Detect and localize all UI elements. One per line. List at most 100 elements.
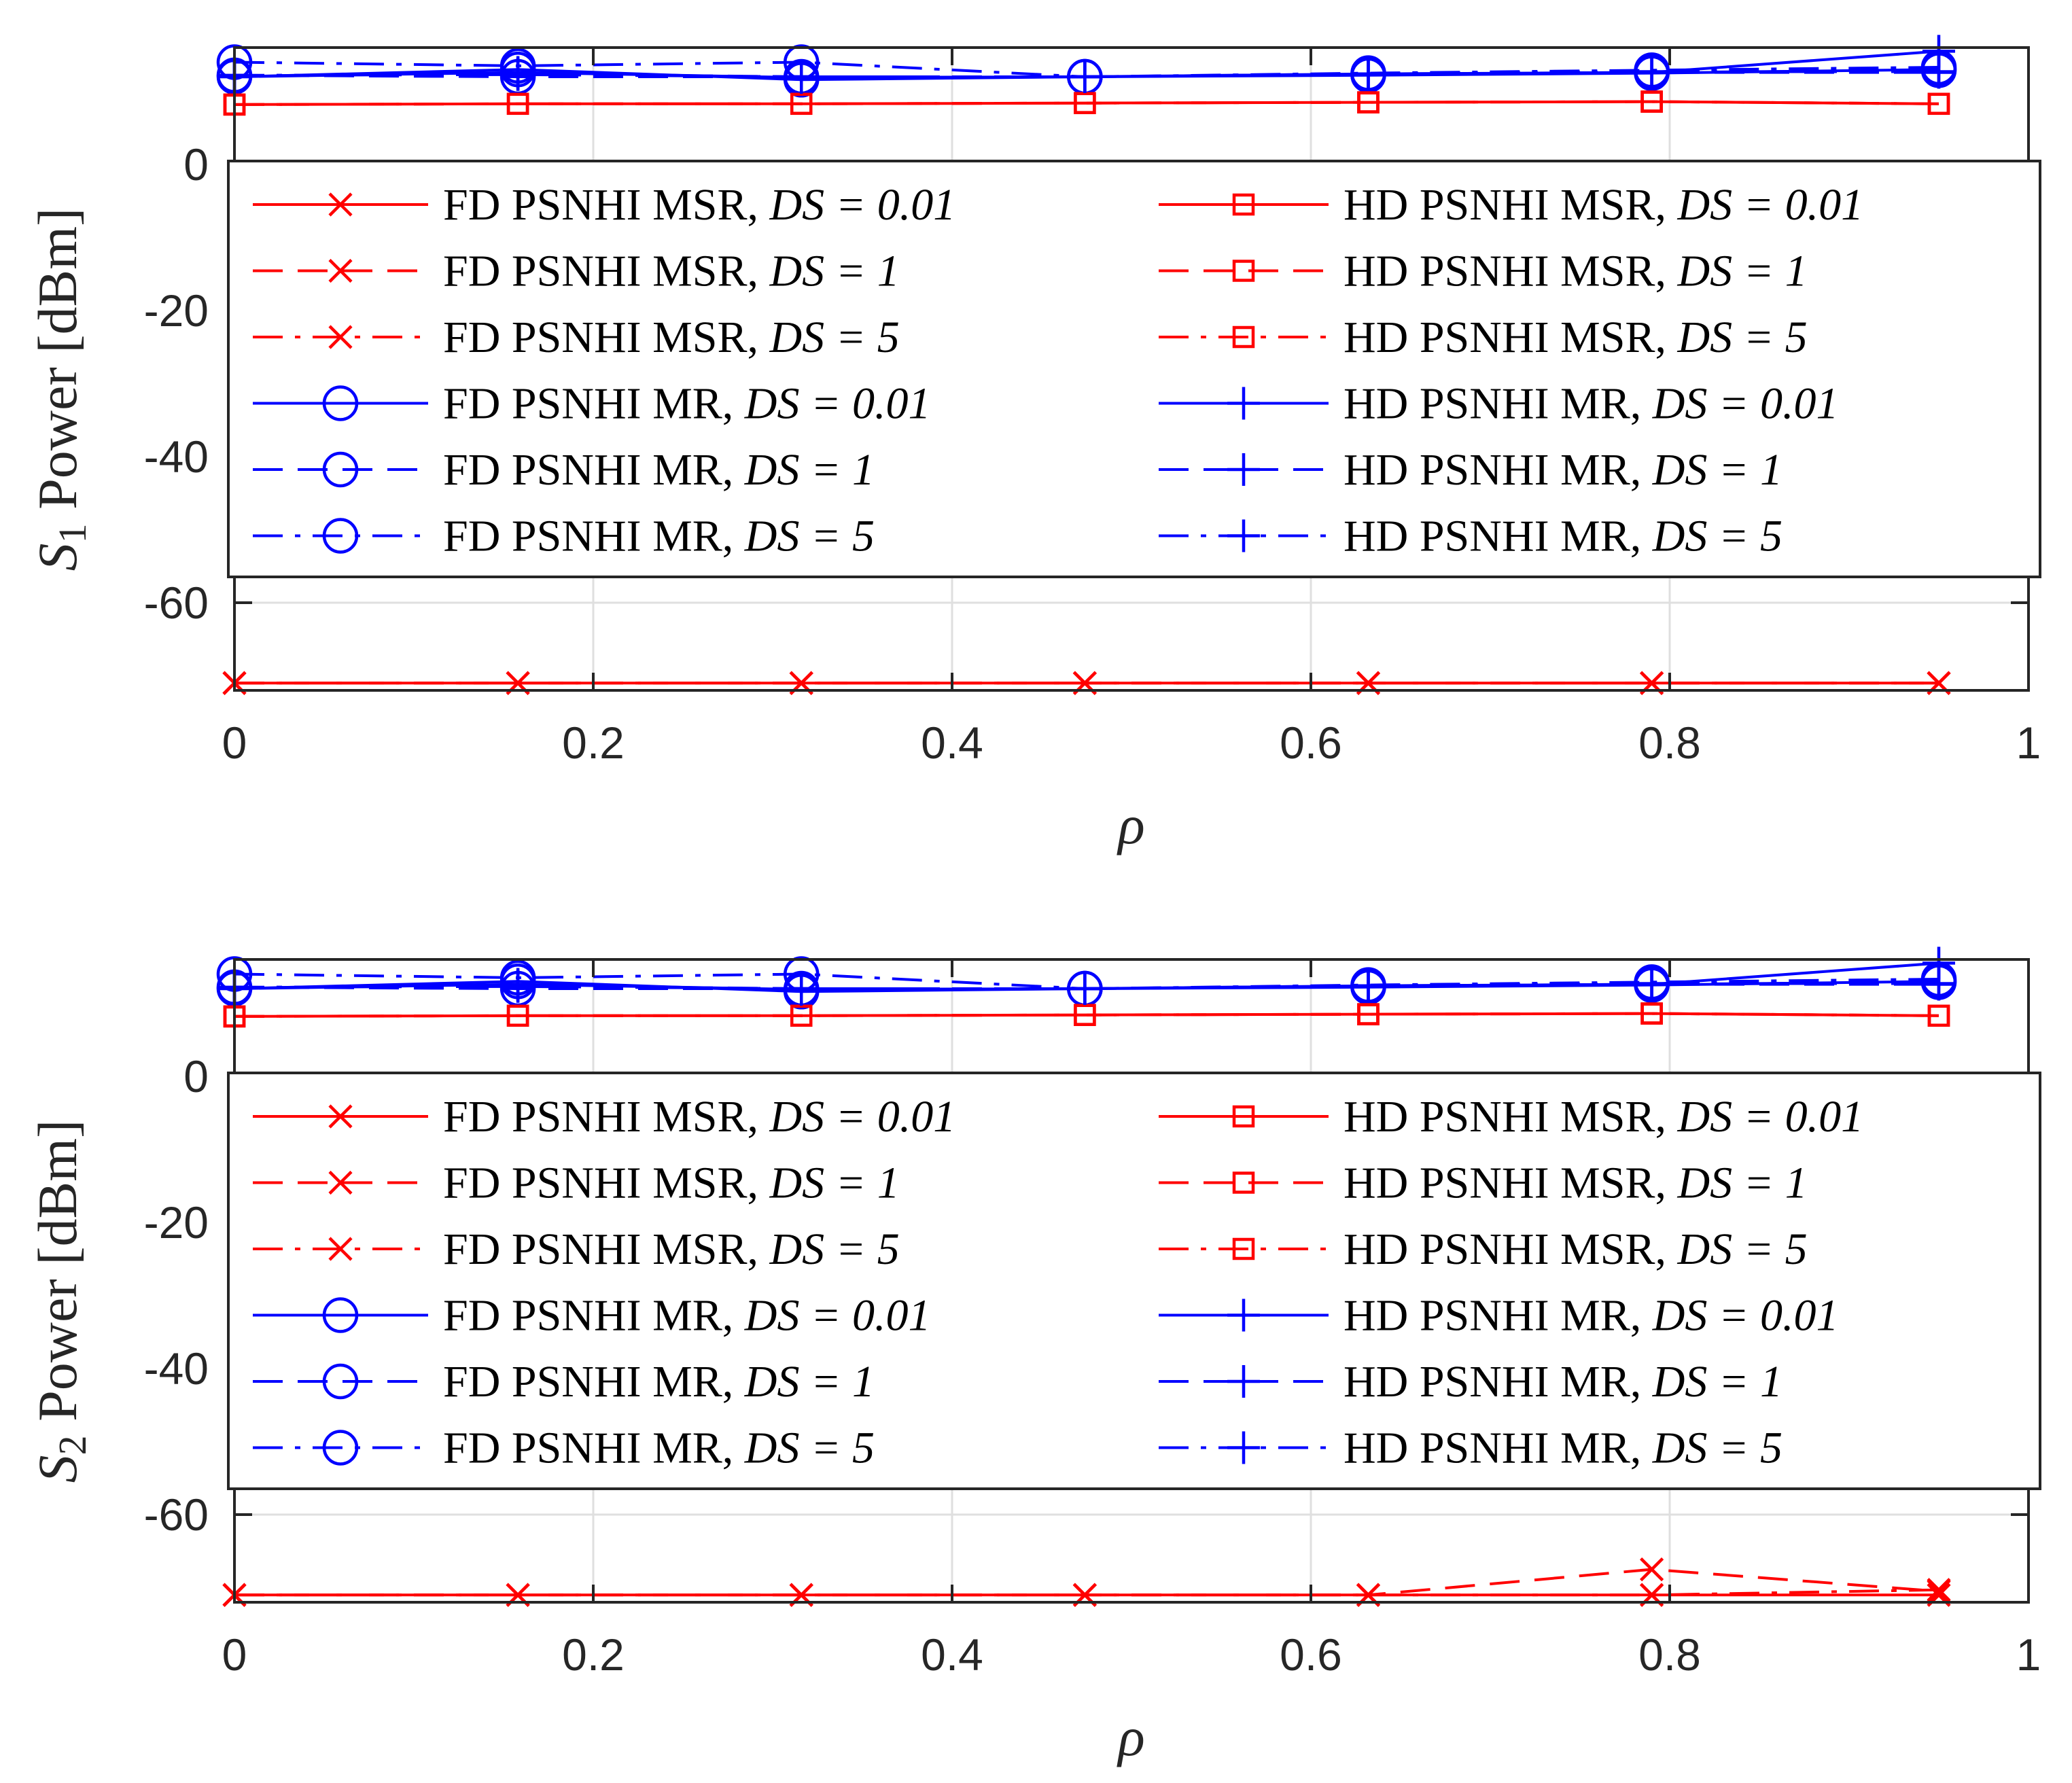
legend: FD PSNHI MSR, DS = 0.01 FD PSNHI MSR, DS … <box>227 1072 2041 1490</box>
legend-label-name: HD PSNHI MSR, <box>1344 247 1677 296</box>
legend-marker <box>1232 1237 1255 1260</box>
legend-label-ds: DS = 0.01 <box>769 180 956 230</box>
legend-label-name: HD PSNHI MR, <box>1344 1291 1653 1341</box>
x-axis-label: ρ <box>1116 1706 1144 1767</box>
legend-marker <box>1227 1431 1260 1464</box>
data-point <box>502 58 535 91</box>
legend-label: HD PSNHI MSR, DS = 5 <box>1344 1224 1808 1274</box>
legend-entry: HD PSNHI MSR, DS = 5 <box>1159 313 1808 362</box>
y-axis-label-subscript: 1 <box>50 523 94 543</box>
legend-marker <box>1232 193 1255 216</box>
data-point <box>1352 969 1385 1002</box>
legend-entry: HD PSNHI MR, DS = 0.01 <box>1159 1291 1838 1341</box>
legend-label: FD PSNHI MSR, DS = 1 <box>443 247 900 296</box>
legend-label-ds: DS = 1 <box>1676 1159 1807 1208</box>
legend-entry: FD PSNHI MR, DS = 1 <box>253 1357 875 1407</box>
legend-label: HD PSNHI MSR, DS = 5 <box>1344 313 1808 362</box>
y-tick-label: 0 <box>183 1051 209 1101</box>
x-tick-label: 0.4 <box>921 718 983 768</box>
y-axis-label-symbol: S <box>27 1455 88 1483</box>
data-point <box>502 970 535 1003</box>
x-tick-label: 0.4 <box>921 1629 983 1680</box>
legend-label: FD PSNHI MSR, DS = 5 <box>443 1224 900 1274</box>
x-tick-label: 0.8 <box>1638 718 1701 768</box>
data-point <box>1074 1004 1096 1026</box>
legend-entry: HD PSNHI MSR, DS = 5 <box>1159 1224 1808 1274</box>
legend-label: FD PSNHI MR, DS = 1 <box>443 1357 875 1407</box>
legend-label-ds: DS = 0.01 <box>1676 180 1863 230</box>
legend-label-name: FD PSNHI MR, <box>443 1291 745 1341</box>
data-point <box>1068 60 1102 93</box>
legend-label-ds: DS = 0.01 <box>1652 379 1839 429</box>
data-point <box>1635 967 1668 1000</box>
data-point <box>785 60 818 93</box>
legend-label: HD PSNHI MSR, DS = 0.01 <box>1344 180 1863 230</box>
legend-label: HD PSNHI MR, DS = 1 <box>1344 445 1783 495</box>
x-tick-label: 0.6 <box>1280 1629 1342 1680</box>
legend-label-ds: DS = 5 <box>1676 313 1807 362</box>
data-point <box>506 1004 529 1027</box>
legend-label-ds: DS = 1 <box>1652 1357 1783 1407</box>
legend-marker <box>328 1104 353 1129</box>
legend-marker <box>322 385 359 421</box>
x-tick-label: 0.6 <box>1280 718 1342 768</box>
y-tick-label: -40 <box>144 1343 209 1394</box>
data-point <box>790 1004 813 1027</box>
legend-entry: FD PSNHI MSR, DS = 1 <box>253 247 900 296</box>
legend-entry: HD PSNHI MSR, DS = 0.01 <box>1159 180 1863 230</box>
legend-box <box>227 1072 2041 1490</box>
legend-label-name: HD PSNHI MR, <box>1344 1357 1653 1407</box>
legend-label-name: HD PSNHI MR, <box>1344 379 1653 429</box>
legend-label-ds: DS = 5 <box>744 512 875 561</box>
y-tick-label: -60 <box>144 1489 209 1540</box>
legend-label-ds: DS = 5 <box>1652 1424 1783 1473</box>
legend-label-ds: DS = 5 <box>1676 1224 1807 1274</box>
legend-entry: FD PSNHI MR, DS = 0.01 <box>253 1291 931 1341</box>
legend-entry: HD PSNHI MR, DS = 1 <box>1159 1357 1783 1407</box>
y-tick-label: 0 <box>183 139 209 190</box>
legend-label-ds: DS = 1 <box>744 1357 875 1407</box>
legend-marker <box>1232 325 1255 349</box>
legend-box <box>227 160 2041 578</box>
legend-label-name: HD PSNHI MSR, <box>1344 1092 1677 1142</box>
legend-label: FD PSNHI MSR, DS = 1 <box>443 1159 900 1208</box>
legend-label: FD PSNHI MR, DS = 5 <box>443 512 875 561</box>
legend-marker <box>328 1237 353 1261</box>
x-tick-label: 1 <box>2016 1629 2041 1680</box>
x-tick-label: 0.2 <box>562 1629 625 1680</box>
legend-label-name: FD PSNHI MSR, <box>443 1092 770 1142</box>
legend-marker <box>328 1170 353 1195</box>
data-point <box>1357 1003 1380 1025</box>
x-tick-label: 0.2 <box>562 718 625 768</box>
legend-label-ds: DS = 0.01 <box>1676 1092 1863 1142</box>
legend-marker <box>328 192 353 217</box>
legend-label-name: HD PSNHI MR, <box>1344 445 1653 495</box>
legend-label-name: FD PSNHI MSR, <box>443 247 770 296</box>
data-point <box>1640 1002 1663 1025</box>
legend-label: HD PSNHI MSR, DS = 1 <box>1344 247 1808 296</box>
legend-marker <box>322 1297 359 1333</box>
legend-marker <box>1227 519 1260 552</box>
legend-entry: FD PSNHI MSR, DS = 0.01 <box>253 180 955 230</box>
legend-label-ds: DS = 1 <box>744 445 875 495</box>
x-tick-label: 0 <box>222 1629 247 1680</box>
legend-entry: FD PSNHI MSR, DS = 1 <box>253 1159 900 1208</box>
data-point <box>506 92 529 116</box>
legend-label: HD PSNHI MR, DS = 5 <box>1344 1424 1783 1473</box>
series-hd-psnhi-mr-ds-5 <box>218 967 1955 1005</box>
data-point <box>1068 972 1102 1005</box>
legend-label: FD PSNHI MSR, DS = 0.01 <box>443 180 955 230</box>
legend-label-ds: DS = 1 <box>769 1159 900 1208</box>
legend-marker <box>1227 1299 1260 1332</box>
series-line <box>234 100 1939 106</box>
legend-label-ds: DS = 1 <box>1652 445 1783 495</box>
legend-label-name: FD PSNHI MSR, <box>443 180 770 230</box>
legend-label-ds: DS = 5 <box>1652 512 1783 561</box>
legend-entry: HD PSNHI MR, DS = 1 <box>1159 445 1783 495</box>
x-tick-label: 0.8 <box>1638 1629 1701 1680</box>
legend-label-name: HD PSNHI MSR, <box>1344 313 1677 362</box>
legend-entry: FD PSNHI MR, DS = 5 <box>253 512 875 561</box>
data-point <box>1927 92 1950 116</box>
legend-label-name: FD PSNHI MSR, <box>443 1159 770 1208</box>
